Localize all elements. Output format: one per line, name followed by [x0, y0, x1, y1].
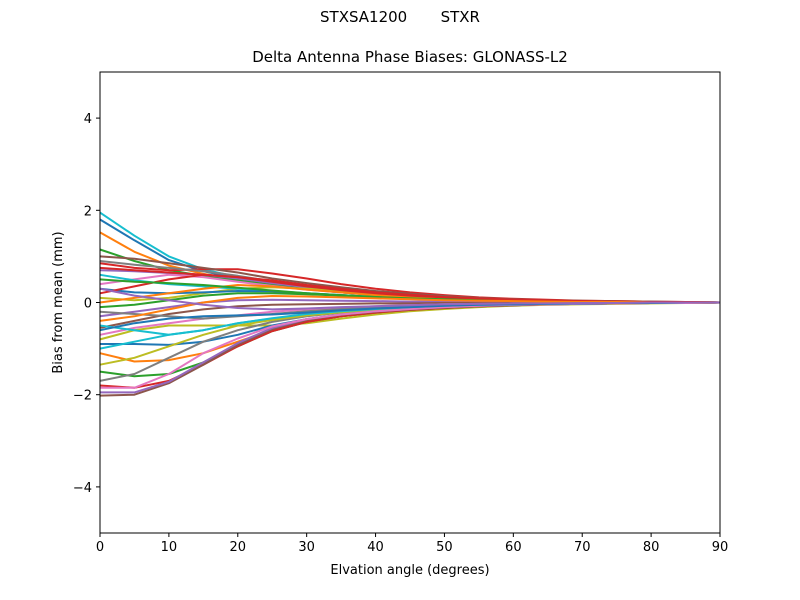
x-tick-label: 0 — [96, 540, 104, 555]
x-tick-label: 80 — [643, 540, 660, 555]
x-axis-label: Elvation angle (degrees) — [330, 563, 489, 578]
series-line-25 — [99, 301, 721, 389]
y-tick-label: 0 — [84, 297, 92, 312]
x-tick-label: 70 — [574, 540, 591, 555]
figure-suptitle: STXSA1200 STXR — [320, 8, 480, 26]
y-axis-label: Bias from mean (mm) — [51, 231, 66, 373]
series-line-24 — [99, 301, 721, 378]
x-axis: 0 10 20 30 40 50 60 70 80 90 — [96, 533, 728, 555]
plot-title: Delta Antenna Phase Biases: GLONASS-L2 — [252, 48, 568, 66]
y-tick-label: 2 — [84, 204, 92, 219]
y-tick-label: 4 — [84, 112, 92, 127]
series-layer — [99, 211, 721, 397]
series-line-1 — [99, 211, 721, 304]
y-tick-label: −4 — [73, 481, 92, 496]
x-tick-label: 60 — [505, 540, 522, 555]
x-tick-label: 10 — [161, 540, 178, 555]
series-line-30 — [100, 301, 721, 389]
y-axis: −4 −2 0 2 4 — [73, 112, 100, 496]
x-tick-label: 40 — [367, 540, 384, 555]
x-tick-label: 20 — [230, 540, 247, 555]
x-tick-label: 50 — [436, 540, 453, 555]
series-line-36 — [99, 287, 720, 311]
y-tick-label: −2 — [73, 389, 92, 404]
x-tick-label: 30 — [298, 540, 315, 555]
x-tick-label: 90 — [712, 540, 729, 555]
